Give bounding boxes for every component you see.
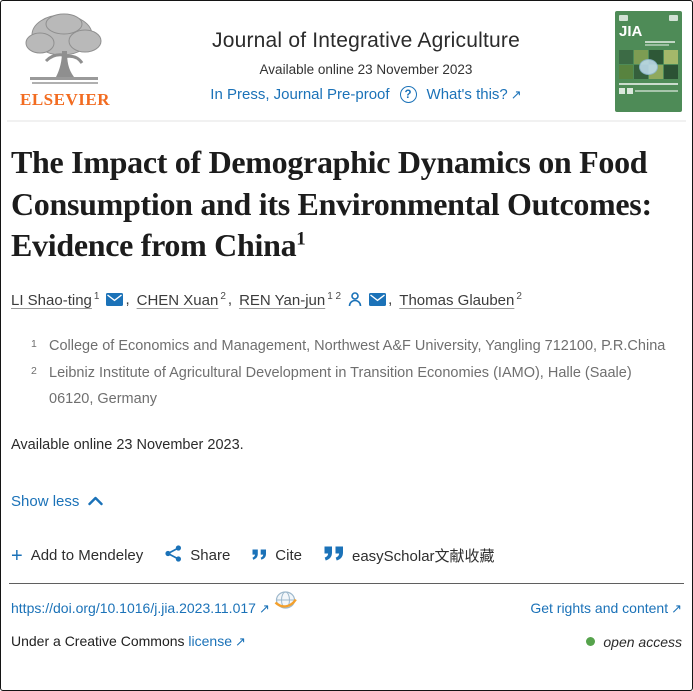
header-divider [7,120,686,122]
doi-link[interactable]: https://doi.org/10.1016/j.jia.2023.11.01… [11,600,270,617]
open-access-badge: open access [586,634,682,650]
external-link-icon: ↗ [235,634,246,650]
journal-title-link[interactable]: Journal of Integrative Agriculture [212,29,520,52]
affiliation-item: 1 College of Economics and Management, N… [31,337,666,354]
author-link[interactable]: CHEN Xuan 2 [136,290,226,309]
cover-logo-chip [669,15,678,21]
article-title: The Impact of Demographic Dynamics on Fo… [11,144,652,264]
external-link-icon: ↗ [671,601,682,617]
doi-row: https://doi.org/10.1016/j.jia.2023.11.01… [11,591,682,620]
corresponding-author-icon[interactable] [348,292,362,307]
share-button[interactable]: Share [165,545,230,566]
journal-info: Journal of Integrative Agriculture Avail… [117,11,615,103]
get-rights-link[interactable]: Get rights and content ↗ [530,600,682,617]
action-toolbar: + Add to Mendeley Share Cite [11,545,682,566]
external-link-icon: ↗ [258,601,270,617]
question-circle-icon[interactable]: ? [399,86,417,103]
plus-icon: + [11,544,23,567]
show-less-button[interactable]: Show less [11,493,104,510]
add-to-mendeley-button[interactable]: + Add to Mendeley [11,544,144,567]
toolbar-divider [9,583,684,585]
affiliation-list: 1 College of Economics and Management, N… [31,333,672,413]
title-footnote[interactable]: 1 [296,228,306,250]
browser-plugin-globe-icon[interactable] [274,590,297,613]
chevron-up-icon [88,493,104,510]
journal-cover-thumbnail[interactable]: JIA [615,11,682,112]
cover-globe-graphic [639,58,658,75]
cover-logo-chip [619,15,628,21]
in-press-link[interactable]: In Press, Journal Pre-proof [210,86,390,103]
external-link-icon: ↗ [510,87,522,102]
license-link[interactable]: license ↗ [188,633,246,650]
author-link[interactable]: Thomas Glauben 2 [399,290,522,309]
open-access-label: open access [603,633,682,650]
affiliation-item: 2 Leibniz Institute of Agricultural Deve… [31,364,632,408]
easyscholar-quote-icon [324,546,344,565]
journal-header: ELSEVIER Journal of Integrative Agricult… [1,1,692,112]
email-icon[interactable] [106,293,124,307]
author-list: LI Shao-ting 1 , CHEN Xuan 2 , REN Yan-jun… [11,290,522,309]
elsevier-tree-icon [13,11,117,89]
email-icon[interactable] [369,293,387,307]
cover-photo-grid [619,49,678,79]
author-link[interactable]: LI Shao-ting 1 [11,290,100,309]
publisher-name: ELSEVIER [20,90,110,109]
cite-button[interactable]: Cite [252,547,302,564]
share-icon [165,545,182,566]
header-available-online: Available online 23 November 2023 [259,62,473,77]
license-prefix-text: Under a Creative Commons [11,633,185,650]
open-access-dot-icon [586,637,596,647]
in-press-row: In Press, Journal Pre-proof ? What's thi… [117,86,615,103]
cite-quote-icon [252,547,267,564]
whats-this-link[interactable]: What's this? ↗ [426,86,522,103]
available-online-date: Available online 23 November 2023. [11,437,244,454]
author-link[interactable]: REN Yan-jun 1 2 [239,290,342,309]
elsevier-logo[interactable]: ELSEVIER [13,11,117,110]
cover-jia-label: JIA [619,23,643,40]
license-row: Under a Creative Commons license ↗ open a… [11,633,682,650]
easyscholar-save-button[interactable]: easyScholar文献收藏 [324,545,495,566]
